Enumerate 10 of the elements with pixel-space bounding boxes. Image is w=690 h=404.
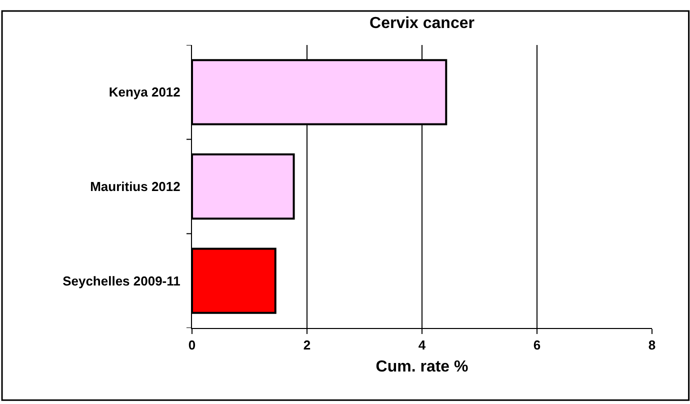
- x-tick-label: 0: [188, 338, 196, 353]
- chart-title: Cervix cancer: [370, 14, 474, 32]
- x-tick-label: 6: [533, 338, 541, 353]
- y-tick-label: Kenya 2012: [108, 84, 180, 100]
- x-tick-label: 4: [418, 338, 426, 353]
- x-tick-label: 2: [303, 338, 311, 353]
- y-tick-label: Seychelles 2009-11: [62, 273, 180, 288]
- y-tick-label: Mauritius 2012: [90, 179, 180, 194]
- x-tick-label: 8: [648, 338, 656, 353]
- x-axis-title: Cum. rate %: [376, 358, 468, 376]
